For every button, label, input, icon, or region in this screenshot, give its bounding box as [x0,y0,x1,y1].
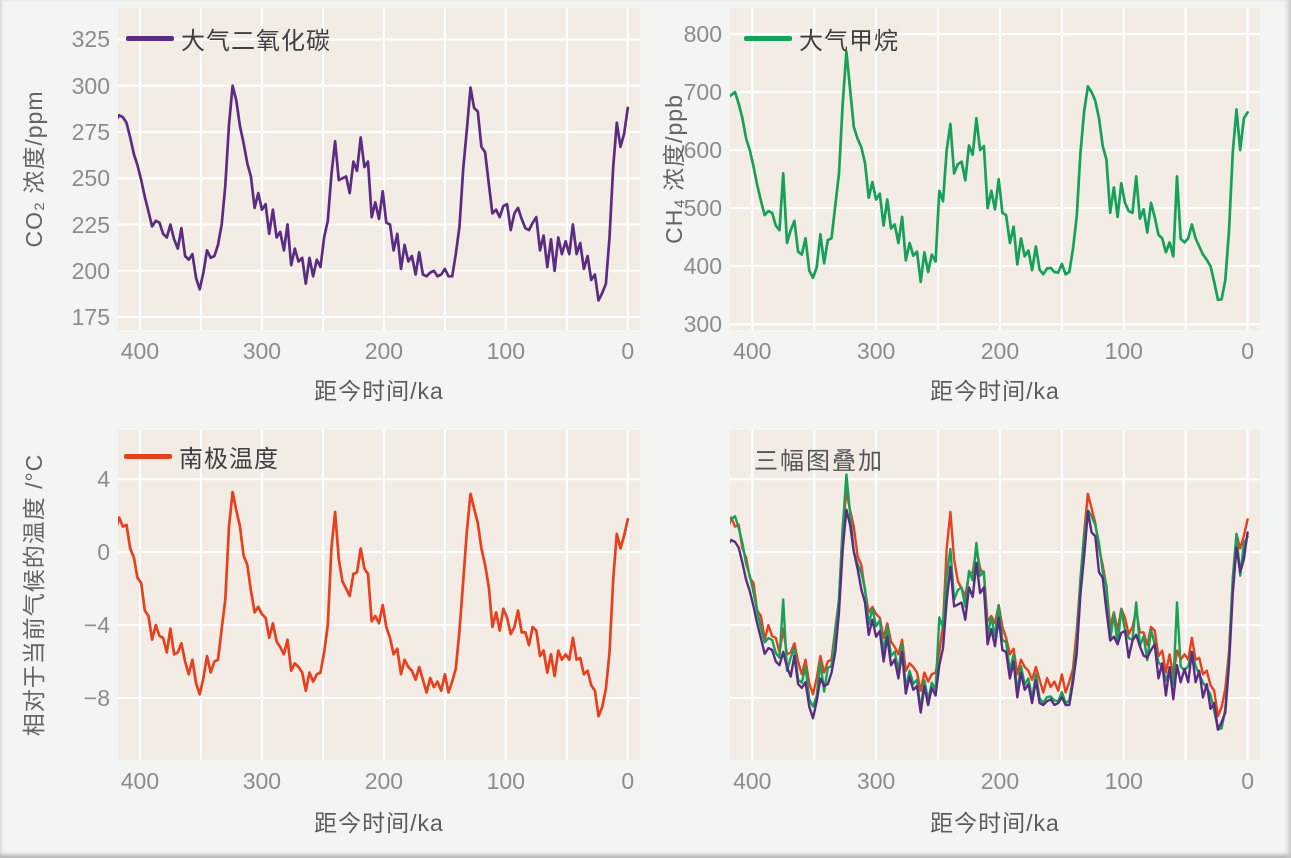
x-axis-label-ch4: 距今时间/ka [930,378,1060,404]
co2-y-tick-label: 300 [71,72,110,99]
co2-x-tick-label: 0 [621,338,635,364]
series-line-co2 [118,84,630,302]
ch4-y-tick-label: 400 [683,253,722,280]
panel-co2-plot: 大气二氧化碳 [118,8,640,330]
overlay-x-tick-label: 0 [1241,768,1254,794]
ch4-x-tick-label: 100 [1104,338,1143,364]
temperature-y-axis-label: 相对于当前气候的温度 /°C [21,453,47,737]
co2-y-tick-label: 250 [71,165,110,192]
ch4-legend-line-sample [744,36,792,41]
temp-y-tick-label: −4 [83,612,110,639]
x-axis-label-temperature: 距今时间/ka [314,810,444,836]
co2-legend-label: 大气二氧化碳 [181,28,331,55]
co2-x-tick-label: 100 [486,338,526,364]
panel-ch4-legend: 大气甲烷 [744,21,899,56]
ch4-x-tick-label: 200 [980,338,1020,364]
co2-plot-canvas [118,8,640,330]
temp-plot-canvas [118,430,640,760]
temp-y-tick-label: −8 [83,685,110,711]
panel-temperature-legend: 南极温度 [124,439,279,474]
ch4-y-tick-label: 500 [683,195,722,222]
ch4-y-tick-label: 800 [683,21,722,48]
x-axis-label-co2: 距今时间/ka [314,378,444,404]
temp-x-tick-label: 100 [486,768,526,794]
series-line-ch4 [730,50,1249,302]
co2-x-tick-label: 300 [242,338,282,364]
ch4-legend-label: 大气甲烷 [799,28,899,55]
x-axis-label-overlay: 距今时间/ka [930,810,1060,836]
temperature-legend-label: 南极温度 [179,446,279,473]
temp-x-tick-label: 200 [364,768,404,794]
overlay-x-tick-label: 200 [980,768,1020,794]
co2-y-tick-label: 225 [71,211,110,238]
overlay-plot-canvas [730,430,1260,760]
panel-co2-legend: 大气二氧化碳 [126,21,331,56]
co2-y-tick-label: 200 [71,257,110,284]
ch4-x-tick-label: 400 [733,338,772,364]
series-line-temp [118,490,630,718]
ch4-plot-canvas [730,8,1260,330]
temp-y-tick-label: 4 [97,466,110,493]
temp-x-tick-label: 300 [242,768,282,794]
co2-x-tick-label: 400 [120,338,160,364]
ch4-y-tick-label: 300 [683,311,722,338]
temp-x-tick-label: 0 [621,768,635,794]
panel-temperature-plot: 南极温度 [118,430,640,760]
temp-y-tick-label: 0 [97,539,110,566]
ch4-y-axis-label: CH₄ 浓度/ppb [661,94,687,244]
series-line-co2 [730,508,1249,731]
co2-legend-line-sample [126,36,174,41]
co2-y-tick-label: 175 [71,304,110,331]
ch4-x-tick-label: 0 [1241,338,1254,364]
panel-overlay-plot: 三幅图叠加 [730,430,1260,760]
panel-ch4-plot: 大气甲烷 [730,8,1260,330]
ch4-x-tick-label: 300 [856,338,896,364]
overlay-x-tick-label: 300 [856,768,896,794]
co2-y-axis-label: CO₂ 浓度/ppm [21,90,47,248]
ch4-y-tick-label: 600 [683,137,722,164]
co2-y-tick-label: 325 [71,26,110,53]
overlay-x-tick-label: 100 [1104,768,1143,794]
panel-overlay-title: 三幅图叠加 [754,441,884,476]
overlay-x-tick-label: 400 [733,768,772,794]
ch4-y-tick-label: 700 [683,79,722,106]
overlay-title-label: 三幅图叠加 [754,448,884,475]
temperature-legend-line-sample [124,454,172,459]
co2-y-tick-label: 275 [71,118,110,145]
temp-x-tick-label: 400 [120,768,160,794]
co2-x-tick-label: 200 [364,338,404,364]
